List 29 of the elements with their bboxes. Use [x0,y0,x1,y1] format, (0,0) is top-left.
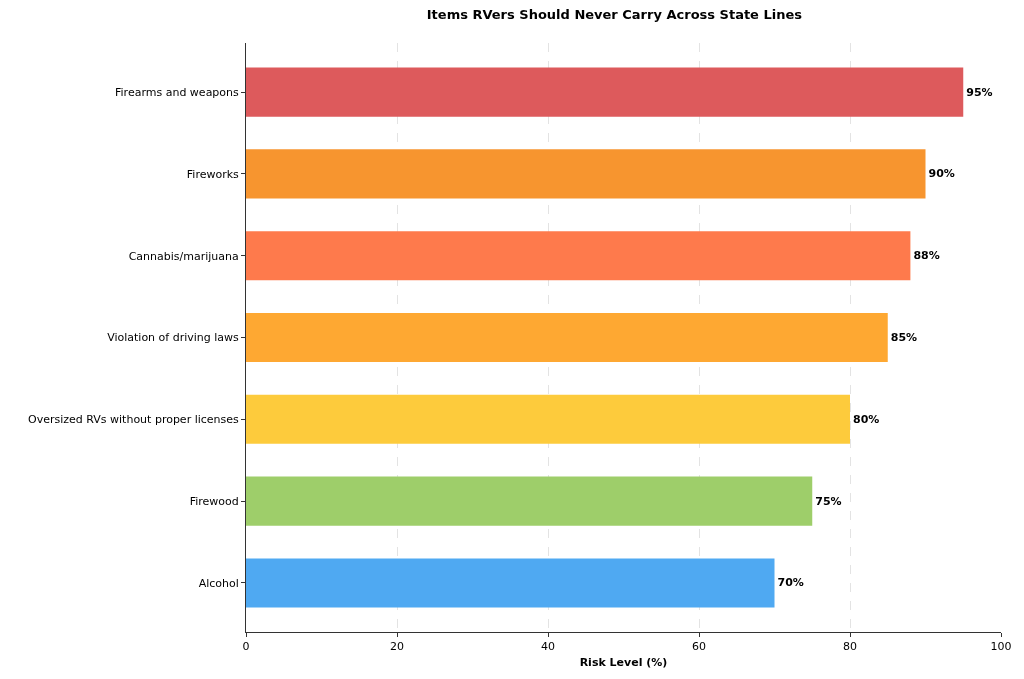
bar [246,476,813,526]
y-tick-label: Firearms and weapons [115,85,240,99]
chart-title: Items RVers Should Never Carry Across State Lines [426,7,803,23]
x-tick-label: 80 [843,640,857,654]
data-label: 80% [853,412,880,426]
x-axis-title: Risk Level (%) [579,656,668,670]
y-tick-label: Oversized RVs without proper licenses [27,413,240,427]
y-tick-label: Firewood [189,494,239,508]
x-tick-label: 60 [692,640,706,654]
x-tick-label: 20 [390,640,404,654]
x-tick-label: 40 [541,640,555,654]
bar [246,394,850,444]
data-label: 85% [890,331,918,344]
data-label: 70% [777,576,804,590]
x-tick-label: 100 [990,640,1012,654]
bar [246,312,888,363]
x-tick-label: 0 [242,640,250,654]
y-tick-label: Alcohol [198,576,239,590]
y-tick-label: Fireworks [186,167,240,181]
data-label: 75% [815,494,842,508]
y-tick-label: Cannabis/marijuana [128,249,239,263]
bar [246,149,926,199]
data-label: 88% [913,249,940,263]
bar [246,67,964,117]
bar [246,231,911,281]
y-tick-label: Violation of driving laws [107,331,240,345]
data-label: 95% [966,85,993,99]
data-label: 90% [928,167,955,181]
bar [246,558,775,608]
